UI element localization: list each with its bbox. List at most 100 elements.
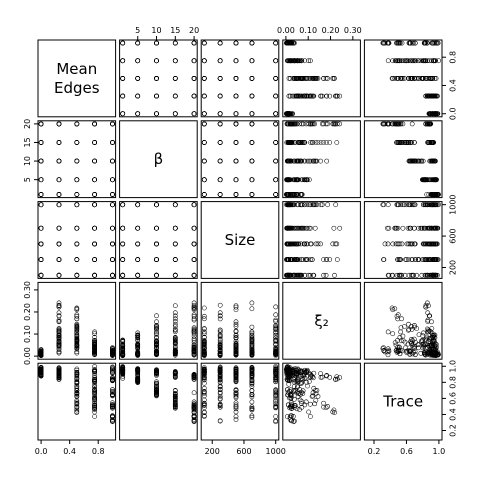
data-point	[294, 225, 300, 231]
data-point	[135, 335, 141, 341]
data-point	[201, 402, 207, 408]
data-point	[135, 111, 141, 117]
data-point	[286, 377, 292, 383]
data-point	[273, 370, 279, 376]
data-point	[249, 306, 255, 312]
data-point	[426, 225, 432, 231]
data-point	[315, 394, 321, 399]
data-point	[135, 202, 141, 208]
data-point	[395, 76, 401, 81]
data-point	[311, 272, 317, 278]
data-point	[110, 257, 115, 262]
data-point	[217, 404, 223, 410]
data-point	[217, 313, 223, 319]
data-point	[217, 327, 223, 333]
data-point	[299, 121, 305, 127]
data-point	[120, 338, 126, 344]
data-point	[423, 58, 428, 64]
data-point	[273, 158, 279, 164]
data-point	[172, 303, 178, 309]
data-point	[309, 373, 314, 378]
data-point	[74, 399, 80, 405]
data-point	[273, 76, 279, 81]
data-point	[92, 414, 97, 419]
data-point	[74, 366, 80, 372]
data-point	[172, 335, 178, 340]
data-point	[120, 337, 126, 343]
data-point	[396, 202, 401, 208]
data-point	[423, 304, 429, 310]
data-point	[120, 257, 126, 262]
data-point	[287, 93, 293, 99]
data-point	[233, 93, 239, 99]
data-point	[217, 302, 223, 308]
data-point	[92, 177, 97, 183]
data-point	[201, 140, 207, 145]
data-point	[120, 342, 126, 348]
data-point	[172, 327, 178, 332]
data-point	[110, 387, 115, 393]
data-point	[233, 366, 239, 372]
data-point	[304, 202, 310, 208]
data-point	[74, 121, 80, 127]
data-point	[433, 177, 439, 183]
data-point	[74, 343, 80, 348]
data-point	[405, 341, 411, 347]
data-point	[233, 321, 239, 327]
data-point	[394, 40, 400, 46]
data-point	[249, 349, 255, 355]
data-point	[432, 58, 438, 64]
data-point	[191, 331, 197, 337]
data-point	[249, 121, 255, 127]
data-point	[120, 352, 126, 357]
data-point	[306, 158, 312, 164]
data-point	[327, 140, 333, 145]
data-point	[56, 374, 62, 380]
panel-1-2	[200, 120, 280, 199]
data-point	[395, 338, 400, 343]
data-point	[273, 93, 279, 99]
data-point	[302, 368, 307, 374]
data-point	[154, 324, 159, 330]
data-point	[154, 352, 159, 357]
data-point	[249, 40, 255, 46]
data-point	[333, 202, 339, 208]
data-point	[289, 225, 294, 231]
data-point	[74, 140, 80, 145]
data-point	[172, 321, 178, 327]
data-point	[110, 419, 115, 425]
data-point	[273, 365, 279, 371]
data-point	[314, 388, 320, 393]
data-point	[414, 76, 420, 81]
data-point	[401, 76, 407, 81]
data-point	[411, 76, 417, 81]
data-point	[432, 257, 438, 262]
data-point	[323, 76, 329, 81]
data-point	[273, 58, 279, 64]
data-point	[110, 202, 115, 208]
data-point	[426, 93, 432, 99]
data-point	[285, 370, 290, 376]
data-point	[233, 335, 239, 340]
data-point	[74, 344, 80, 349]
data-point	[382, 121, 388, 127]
data-point	[406, 272, 412, 278]
data-point	[92, 158, 97, 164]
data-point	[397, 140, 403, 145]
data-point	[431, 347, 437, 353]
data-point	[217, 192, 223, 197]
data-point	[424, 335, 429, 341]
data-point	[426, 313, 432, 319]
data-point	[56, 350, 62, 356]
data-point	[297, 121, 302, 127]
data-point	[92, 394, 97, 400]
data-point	[172, 319, 178, 324]
data-point	[110, 389, 115, 395]
data-point	[273, 324, 279, 329]
data-point	[154, 368, 159, 374]
data-point	[318, 158, 323, 164]
data-point	[297, 140, 303, 145]
data-point	[290, 272, 296, 278]
data-point	[297, 225, 302, 231]
data-point	[273, 346, 279, 351]
